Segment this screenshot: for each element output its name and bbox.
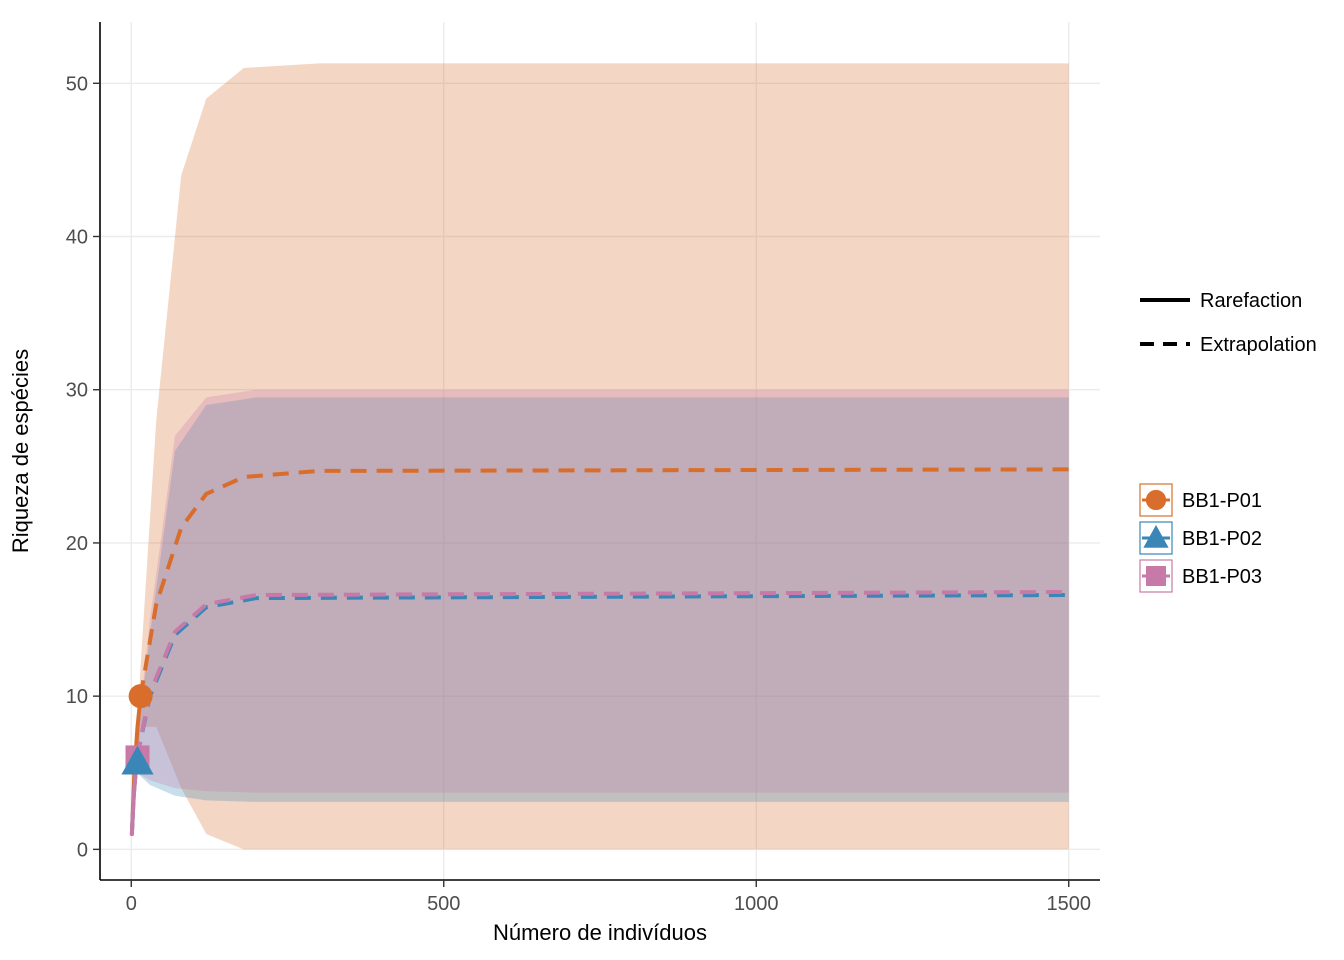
marker-circle bbox=[1147, 491, 1165, 509]
x-tick-label: 1500 bbox=[1047, 893, 1092, 915]
legend-linetype-label: Rarefaction bbox=[1200, 290, 1302, 312]
chart-svg: 0 500 1000 1500 Número de indivíduos 0 10 20 30 4… bbox=[0, 0, 1344, 960]
legend-linetype-label: Extrapolation bbox=[1200, 334, 1317, 356]
y-tick-label: 40 bbox=[66, 227, 88, 249]
ci-ribbon bbox=[132, 390, 1069, 834]
y-tick-label: 30 bbox=[66, 380, 88, 402]
y-axis-label: Riqueza de espécies bbox=[8, 349, 33, 553]
x-tick-label: 500 bbox=[427, 893, 460, 915]
marker-circle bbox=[130, 685, 152, 707]
y-tick-label: 50 bbox=[66, 73, 88, 95]
legend-color-label: BB1-P02 bbox=[1182, 528, 1262, 550]
legend-color-label: BB1-P01 bbox=[1182, 490, 1262, 512]
x-tick-label: 0 bbox=[126, 893, 137, 915]
marker-square bbox=[1147, 567, 1165, 585]
y-tick-label: 20 bbox=[66, 533, 88, 555]
y-tick-label: 0 bbox=[77, 839, 88, 861]
x-axis-label: Número de indivíduos bbox=[493, 920, 707, 945]
x-tick-label: 1000 bbox=[734, 893, 779, 915]
rarefaction-chart: 0 500 1000 1500 Número de indivíduos 0 10 20 30 4… bbox=[0, 0, 1344, 960]
legend-color-label: BB1-P03 bbox=[1182, 566, 1262, 588]
y-tick-label: 10 bbox=[66, 686, 88, 708]
